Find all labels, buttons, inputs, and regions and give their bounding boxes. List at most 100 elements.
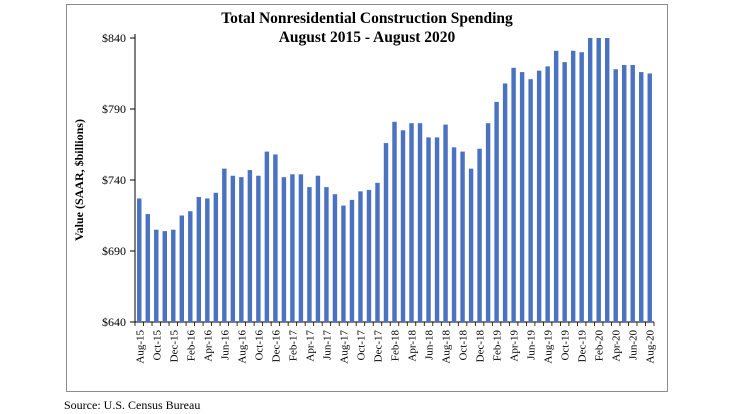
bar-jul-19 xyxy=(536,70,542,322)
bar-apr-16 xyxy=(205,198,210,322)
bar-nov-15 xyxy=(162,231,167,322)
bar-feb-17 xyxy=(290,174,295,322)
chart-title-line: Total Nonresidential Construction Spendi… xyxy=(221,10,513,27)
bar-aug-16 xyxy=(239,177,244,322)
bar-jul-20 xyxy=(639,72,644,322)
x-tick-label: Feb-17 xyxy=(287,330,299,362)
y-axis-label: Value (SAAR, $billions) xyxy=(72,119,86,241)
x-tick-label: Oct-17 xyxy=(355,330,367,361)
x-tick-label: Jun-18 xyxy=(424,330,436,360)
bar-jan-20 xyxy=(587,38,593,322)
bar-sep-17 xyxy=(349,199,355,322)
bar-jan-19 xyxy=(485,123,491,322)
bar-feb-20 xyxy=(596,38,601,322)
x-tick-label: Feb-16 xyxy=(185,330,197,362)
bar-aug-20 xyxy=(647,73,652,322)
x-tick-label: Oct-15 xyxy=(151,330,163,361)
x-tick-label: Aug-18 xyxy=(441,330,453,364)
x-tick-label: Jun-17 xyxy=(321,330,333,360)
bar-sep-18 xyxy=(451,147,457,322)
bar-jul-16 xyxy=(230,175,236,322)
bar-dec-15 xyxy=(171,229,176,322)
bar-aug-19 xyxy=(545,66,550,323)
x-tick-label: Feb-19 xyxy=(492,330,504,362)
bar-jun-16 xyxy=(222,168,227,322)
x-tick-label: Dec-15 xyxy=(168,330,180,363)
x-tick-label: Jun-19 xyxy=(526,330,538,360)
bar-sep-16 xyxy=(247,170,253,322)
x-tick-label: Aug-20 xyxy=(645,330,657,364)
y-tick-label: $640 xyxy=(102,315,126,329)
bar-feb-19 xyxy=(494,101,499,323)
x-tick-label: Dec-16 xyxy=(270,330,282,363)
bar-nov-17 xyxy=(366,189,372,322)
bar-feb-18 xyxy=(392,121,397,322)
bar-dec-18 xyxy=(477,148,482,322)
x-tick-label: Apr-18 xyxy=(407,330,419,362)
x-tick-label: Jun-20 xyxy=(628,330,640,360)
x-tick-label: Apr-19 xyxy=(509,330,521,362)
bar-feb-16 xyxy=(188,211,193,322)
bar-jun-18 xyxy=(426,137,431,322)
y-tick-label: $840 xyxy=(102,31,126,45)
x-tick-label: Feb-20 xyxy=(594,330,606,362)
bar-mar-18 xyxy=(400,130,406,322)
y-tick-label: $690 xyxy=(102,244,126,258)
x-tick-label: Dec-19 xyxy=(577,330,589,363)
bar-may-18 xyxy=(417,123,423,322)
bar-nov-16 xyxy=(264,151,270,322)
bar-jun-20 xyxy=(630,64,635,322)
chart-subtitle: August 2015 - August 2020 xyxy=(278,29,456,46)
bar-nov-18 xyxy=(468,168,474,322)
bar-may-17 xyxy=(315,175,321,322)
bar-jan-18 xyxy=(383,143,389,322)
bar-jun-17 xyxy=(324,187,329,322)
bar-mar-16 xyxy=(196,197,202,322)
x-tick-label: Feb-18 xyxy=(390,330,402,362)
bar-oct-17 xyxy=(358,191,363,322)
x-tick-label: Apr-17 xyxy=(304,330,316,362)
bar-mar-17 xyxy=(298,174,304,322)
x-tick-label: Aug-17 xyxy=(338,330,350,364)
bar-jan-16 xyxy=(179,215,185,322)
y-tick-label: $740 xyxy=(102,173,126,187)
bar-mar-20 xyxy=(604,38,610,322)
source-note: Source: U.S. Census Bureau xyxy=(64,398,201,412)
bar-jul-18 xyxy=(434,137,440,322)
bar-aug-18 xyxy=(443,124,448,323)
bar-sep-19 xyxy=(553,50,559,322)
bar-jun-19 xyxy=(528,79,533,323)
bar-oct-15 xyxy=(154,229,159,322)
bar-apr-20 xyxy=(613,69,618,323)
x-tick-label: Aug-19 xyxy=(543,330,555,364)
x-tick-label: Dec-17 xyxy=(372,330,384,363)
bar-dec-17 xyxy=(375,182,380,322)
bar-apr-18 xyxy=(409,123,414,322)
bar-aug-17 xyxy=(341,205,346,322)
bar-oct-18 xyxy=(460,151,465,322)
bar-may-20 xyxy=(622,64,627,322)
bar-sep-15 xyxy=(145,214,150,322)
bar-may-16 xyxy=(213,192,219,322)
bar-nov-19 xyxy=(570,50,576,322)
chart-title: Total Nonresidential Construction Spendi… xyxy=(67,9,667,47)
x-tick-label: Aug-16 xyxy=(236,330,248,364)
x-tick-label: Oct-16 xyxy=(253,330,265,361)
x-tick-label: Apr-16 xyxy=(202,330,214,362)
bar-aug-15 xyxy=(137,198,142,322)
y-tick-label: $790 xyxy=(102,102,126,116)
x-tick-label: Jun-16 xyxy=(219,330,231,360)
bar-apr-19 xyxy=(511,67,516,322)
x-tick-label: Oct-19 xyxy=(560,330,572,361)
bar-oct-19 xyxy=(562,62,567,322)
bar-apr-17 xyxy=(307,187,312,322)
x-tick-label: Apr-20 xyxy=(611,330,623,362)
bar-dec-16 xyxy=(273,154,278,322)
x-tick-label: Aug-15 xyxy=(134,330,146,364)
x-tick-label: Oct-18 xyxy=(458,330,470,361)
x-tick-label: Dec-18 xyxy=(475,330,487,363)
bar-jul-17 xyxy=(332,194,338,322)
bar-oct-16 xyxy=(256,175,261,322)
bar-dec-19 xyxy=(579,52,584,322)
